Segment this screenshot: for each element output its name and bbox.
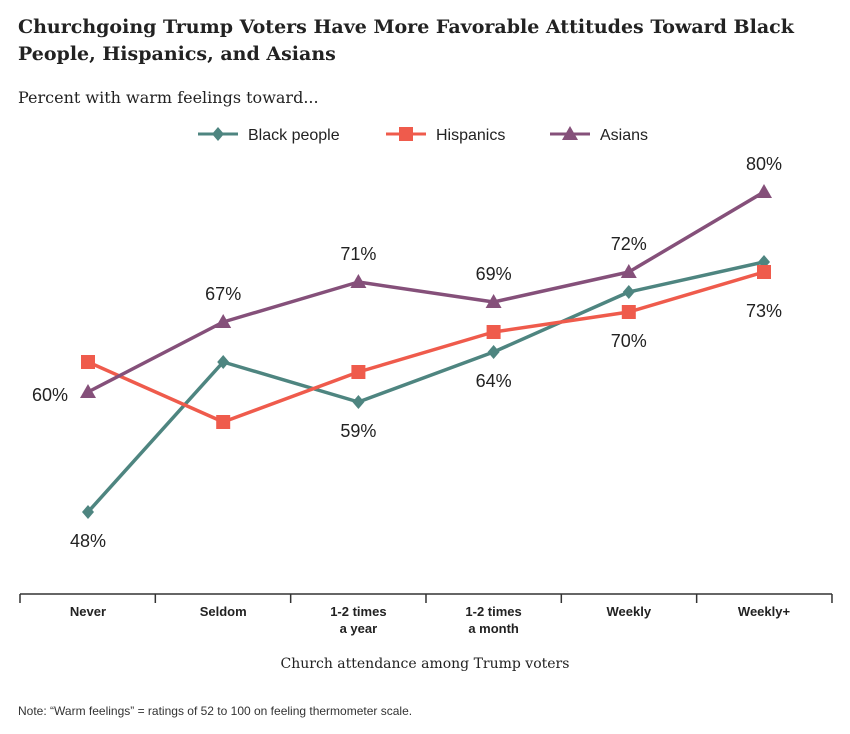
data-point xyxy=(352,395,365,409)
data-label: 60% xyxy=(32,385,68,405)
x-axis-label: Church attendance among Trump voters xyxy=(280,656,570,672)
data-label: 70% xyxy=(611,331,647,351)
data-point xyxy=(620,264,637,278)
series-line xyxy=(87,270,765,424)
data-point xyxy=(756,184,772,198)
footnote: Note: “Warm feelings” = ratings of 52 to… xyxy=(18,704,413,718)
data-point xyxy=(81,355,95,369)
data-point xyxy=(486,325,501,339)
data-point xyxy=(215,314,232,328)
chart-title: Churchgoing Trump Voters Have More Favor… xyxy=(18,16,794,65)
x-tick-label-line: 1-2 times xyxy=(465,604,521,619)
x-tick-label: Weekly xyxy=(607,604,652,619)
legend-marker xyxy=(212,127,224,141)
series-line xyxy=(87,190,765,394)
data-label: 71% xyxy=(340,244,376,264)
data-point xyxy=(350,274,367,288)
x-tick-label: Never xyxy=(70,604,106,619)
data-point xyxy=(216,415,231,429)
x-tick-label: 1-2 times a month xyxy=(465,604,521,636)
legend-marker xyxy=(399,127,413,141)
legend-marker xyxy=(562,126,578,140)
x-tick-label-line: Never xyxy=(70,604,106,619)
x-tick-label: 1-2 times a year xyxy=(330,604,386,636)
data-label: 59% xyxy=(340,421,376,441)
data-label: 67% xyxy=(205,284,241,304)
data-label: 72% xyxy=(611,234,647,254)
x-tick-label-line: a year xyxy=(340,621,378,636)
data-point xyxy=(485,294,502,308)
data-label: 69% xyxy=(476,264,512,284)
data-point xyxy=(487,345,500,359)
x-tick-label-line: 1-2 times xyxy=(330,604,386,619)
data-label: 64% xyxy=(476,371,512,391)
legend-label: Black people xyxy=(248,127,340,144)
data-point xyxy=(622,285,635,299)
series-line xyxy=(86,260,765,514)
data-point xyxy=(621,305,636,319)
data-point xyxy=(82,505,94,519)
data-label: 73% xyxy=(746,301,782,321)
data-point xyxy=(217,355,230,369)
data-point xyxy=(80,384,96,398)
data-label: 80% xyxy=(746,154,782,174)
legend-label: Asians xyxy=(600,127,648,144)
x-tick-label-line: Weekly+ xyxy=(738,604,791,619)
data-point xyxy=(757,265,771,279)
x-tick-label-line: Seldom xyxy=(200,604,247,619)
x-tick-label-line: a month xyxy=(468,621,519,636)
legend-label: Hispanics xyxy=(436,127,505,144)
x-tick-label: Weekly+ xyxy=(738,604,791,619)
x-tick-label: Seldom xyxy=(200,604,247,619)
data-label: 48% xyxy=(70,531,106,551)
chart-subtitle: Percent with warm feelings toward... xyxy=(18,88,319,107)
x-tick-label-line: Weekly xyxy=(607,604,652,619)
data-point xyxy=(351,365,366,379)
